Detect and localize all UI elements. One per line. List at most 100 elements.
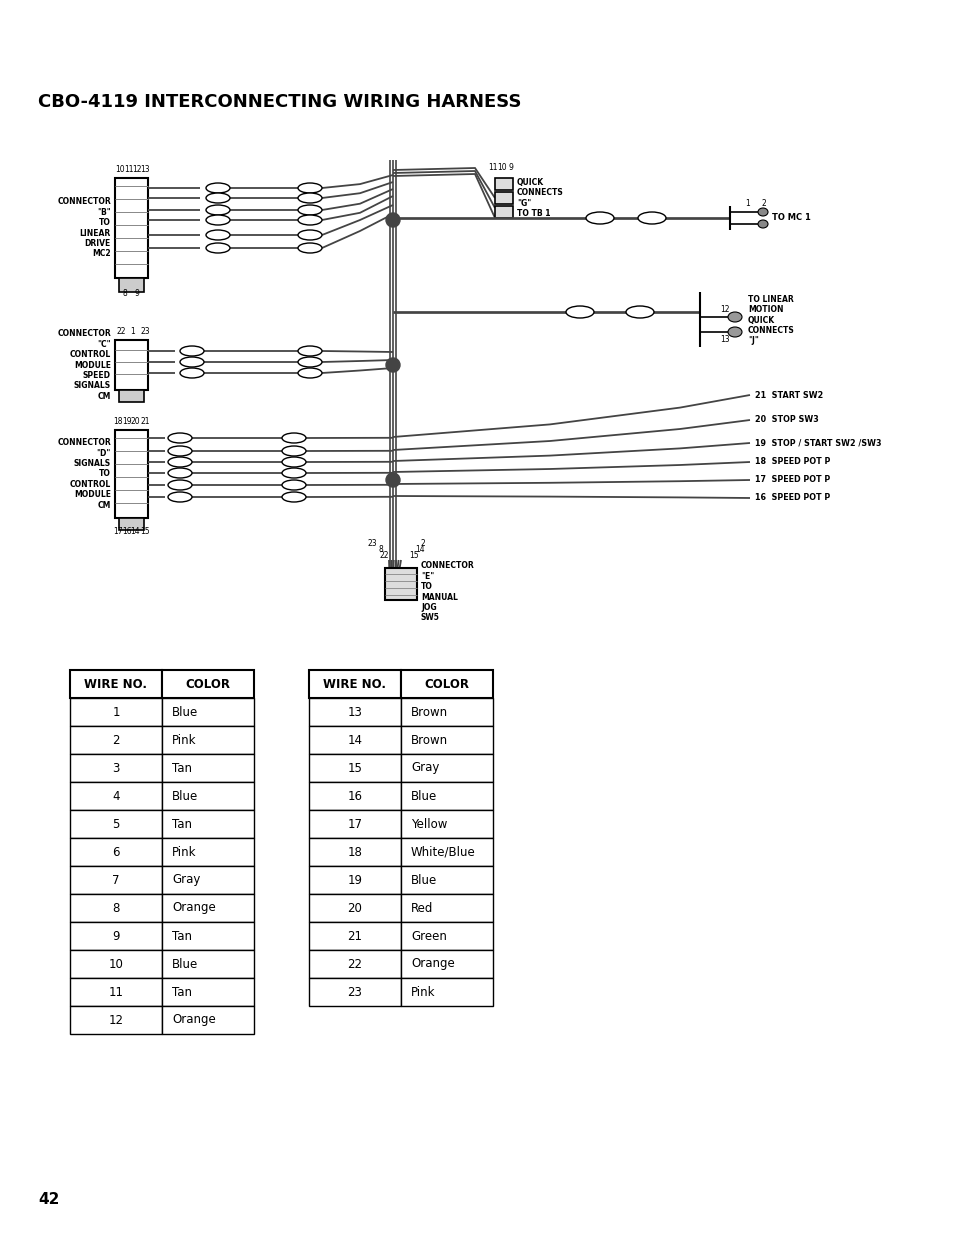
Ellipse shape — [727, 327, 741, 337]
Text: 10: 10 — [497, 163, 506, 173]
Bar — [400, 671, 493, 698]
Bar — [385, 568, 416, 600]
Bar — [400, 923, 493, 950]
Text: 23: 23 — [347, 986, 362, 999]
Ellipse shape — [282, 468, 306, 478]
Ellipse shape — [297, 368, 322, 378]
Text: CONNECTOR
"B"
TO
LINEAR
DRIVE
MC2: CONNECTOR "B" TO LINEAR DRIVE MC2 — [57, 198, 111, 258]
Ellipse shape — [206, 205, 230, 215]
Text: Red: Red — [411, 902, 433, 914]
Text: 6: 6 — [112, 846, 120, 858]
Bar — [400, 726, 493, 755]
Text: Blue: Blue — [411, 873, 436, 887]
Text: Blue: Blue — [172, 705, 198, 719]
Text: 21  START SW2: 21 START SW2 — [754, 390, 822, 399]
Bar — [400, 782, 493, 810]
Text: COLOR: COLOR — [185, 678, 231, 690]
Bar — [70, 950, 162, 978]
Text: 13: 13 — [347, 705, 362, 719]
Bar — [162, 1007, 253, 1034]
Text: Pink: Pink — [411, 986, 435, 999]
Bar — [70, 866, 162, 894]
Text: 20: 20 — [347, 902, 362, 914]
Text: 23: 23 — [367, 538, 376, 547]
Bar — [400, 755, 493, 782]
Bar — [309, 950, 400, 978]
Bar — [400, 839, 493, 866]
Text: 18: 18 — [113, 417, 123, 426]
Bar — [400, 950, 493, 978]
Ellipse shape — [282, 433, 306, 443]
Bar — [162, 978, 253, 1007]
Ellipse shape — [297, 346, 322, 356]
Text: 14: 14 — [415, 545, 424, 553]
Ellipse shape — [297, 193, 322, 203]
Text: 12: 12 — [109, 1014, 123, 1026]
Bar — [309, 726, 400, 755]
Text: CBO-4119 INTERCONNECTING WIRING HARNESS: CBO-4119 INTERCONNECTING WIRING HARNESS — [38, 93, 521, 111]
Ellipse shape — [180, 346, 204, 356]
Text: 22: 22 — [379, 551, 389, 559]
Text: 22: 22 — [347, 957, 362, 971]
Bar — [162, 950, 253, 978]
Text: 13: 13 — [140, 165, 150, 174]
Text: 18  SPEED POT P: 18 SPEED POT P — [754, 457, 829, 467]
Text: 15: 15 — [409, 551, 418, 559]
Text: 2: 2 — [112, 734, 120, 746]
Bar — [70, 923, 162, 950]
Text: 12: 12 — [720, 305, 729, 314]
Text: 2: 2 — [760, 200, 765, 209]
Text: 12: 12 — [132, 165, 142, 174]
Bar — [309, 866, 400, 894]
Ellipse shape — [297, 230, 322, 240]
Text: Pink: Pink — [172, 734, 196, 746]
Text: 10: 10 — [109, 957, 123, 971]
Text: 15: 15 — [140, 527, 150, 536]
Bar — [400, 810, 493, 839]
Ellipse shape — [297, 205, 322, 215]
Text: White/Blue: White/Blue — [411, 846, 476, 858]
Text: 16: 16 — [347, 789, 362, 803]
Text: Tan: Tan — [172, 762, 192, 774]
Ellipse shape — [585, 212, 614, 224]
Bar — [119, 278, 144, 291]
Text: 1: 1 — [745, 200, 750, 209]
Bar — [495, 191, 513, 204]
Bar — [162, 671, 253, 698]
Bar — [309, 698, 400, 726]
Bar — [119, 390, 144, 403]
Text: 21: 21 — [140, 417, 150, 426]
Text: Yellow: Yellow — [411, 818, 447, 830]
Text: 1: 1 — [112, 705, 120, 719]
Bar — [162, 810, 253, 839]
Text: 18: 18 — [347, 846, 362, 858]
Text: 20  STOP SW3: 20 STOP SW3 — [754, 415, 818, 425]
Text: Blue: Blue — [411, 789, 436, 803]
Text: 7: 7 — [112, 873, 120, 887]
Bar — [70, 782, 162, 810]
Text: 5: 5 — [112, 818, 119, 830]
Ellipse shape — [297, 357, 322, 367]
Text: CONNECTOR
"E"
TO
MANUAL
JOG
SW5: CONNECTOR "E" TO MANUAL JOG SW5 — [420, 562, 475, 622]
Bar — [309, 782, 400, 810]
Ellipse shape — [168, 457, 192, 467]
Ellipse shape — [386, 473, 399, 487]
Text: 4: 4 — [112, 789, 120, 803]
Ellipse shape — [282, 480, 306, 490]
Ellipse shape — [206, 193, 230, 203]
Text: Orange: Orange — [172, 1014, 215, 1026]
Ellipse shape — [386, 212, 399, 227]
Text: CONNECTOR
"D"
SIGNALS
TO
CONTROL
MODULE
CM: CONNECTOR "D" SIGNALS TO CONTROL MODULE … — [57, 438, 111, 510]
Text: WIRE NO.: WIRE NO. — [85, 678, 148, 690]
Text: Tan: Tan — [172, 818, 192, 830]
Text: Pink: Pink — [172, 846, 196, 858]
Text: 1: 1 — [131, 327, 135, 336]
Text: 11: 11 — [488, 163, 497, 173]
Text: 10: 10 — [115, 165, 125, 174]
Text: 21: 21 — [347, 930, 362, 942]
Text: 19: 19 — [122, 417, 132, 426]
Bar — [162, 726, 253, 755]
Bar — [309, 894, 400, 923]
Bar — [162, 923, 253, 950]
Text: 17: 17 — [113, 527, 123, 536]
